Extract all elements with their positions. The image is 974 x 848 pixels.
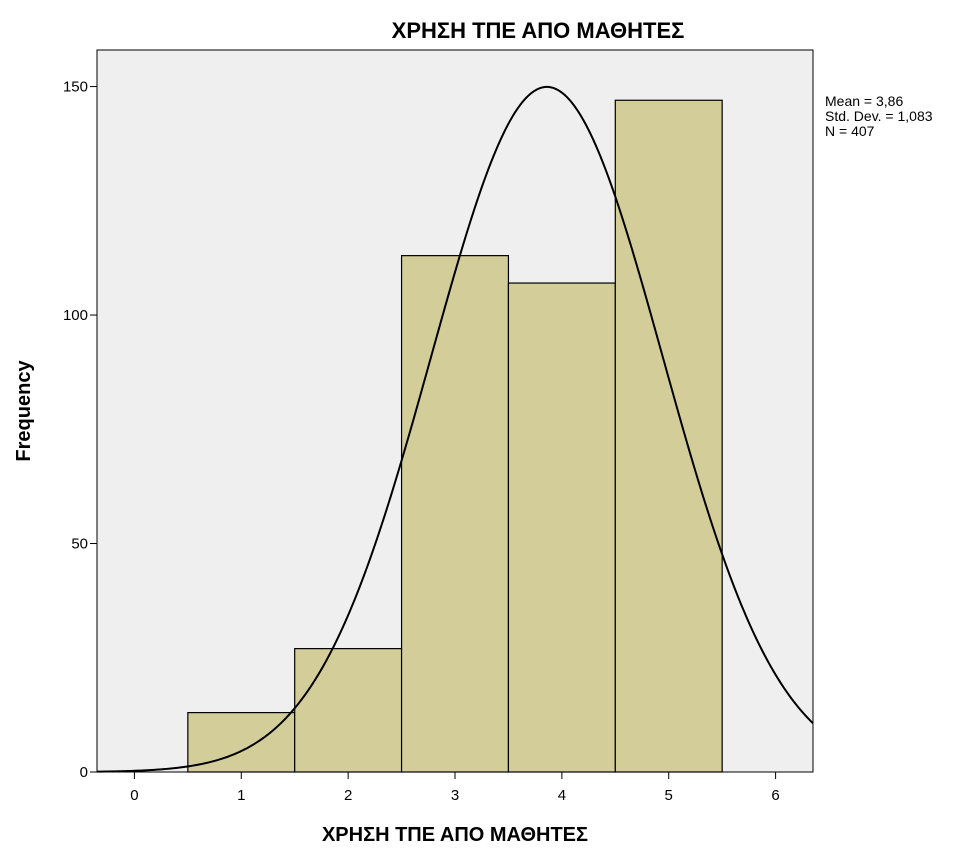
stat-label: Mean = 3,86: [825, 93, 903, 109]
x-tick-label: 5: [665, 787, 673, 804]
stat-label: N = 407: [825, 123, 875, 139]
y-axis-label: Frequency: [13, 360, 35, 462]
histogram-bar: [614, 99, 723, 773]
histogram-bar: [294, 648, 403, 773]
histogram-bar: [400, 255, 510, 773]
normal-curve: [96, 85, 814, 773]
y-tick-label: 0: [80, 764, 88, 781]
histogram-bar: [507, 282, 616, 773]
y-tick-label: 150: [63, 79, 88, 96]
y-tick-label: 50: [71, 536, 88, 553]
chart-title: ΧΡΗΣΗ ΤΠΕ ΑΠΟ ΜΑΘΗΤΕΣ: [392, 18, 685, 43]
x-tick-label: 0: [130, 787, 138, 804]
y-tick-label: 100: [63, 307, 88, 324]
x-tick-label: 2: [344, 787, 352, 804]
stat-label: Std. Dev. = 1,083: [825, 108, 933, 124]
axes-layer: 0 50 100 150 0 1 2 3 4 5 6: [63, 79, 780, 804]
x-axis-label: ΧΡΗΣΗ ΤΠΕ ΑΠΟ ΜΑΘΗΤΕΣ: [322, 824, 588, 846]
x-tick-label: 1: [237, 787, 245, 804]
x-tick-label: 4: [558, 787, 566, 804]
histogram-bar: [187, 711, 296, 773]
x-tick-label: 6: [771, 787, 779, 804]
bars-layer: [187, 99, 723, 773]
x-tick-label: 3: [451, 787, 459, 804]
